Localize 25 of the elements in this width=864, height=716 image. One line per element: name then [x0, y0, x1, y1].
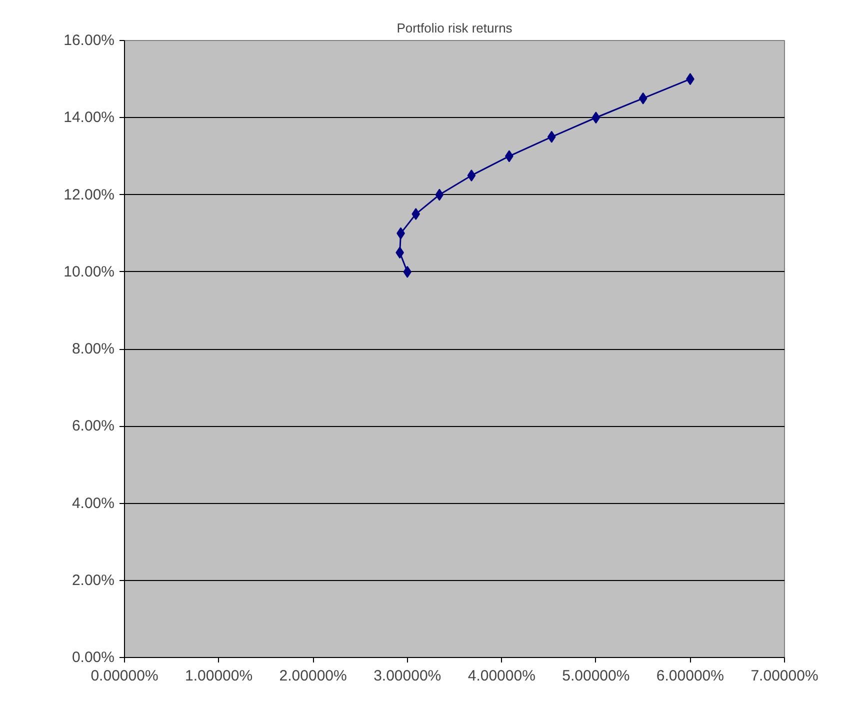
point [638, 92, 648, 104]
point [435, 188, 444, 201]
x-tick-label: 5.00000% [562, 668, 630, 684]
point [467, 169, 476, 182]
y-tick-label: 2.00% [72, 572, 115, 589]
x-tick-label: 7.00000% [750, 668, 818, 684]
y-tick-label: 6.00% [72, 418, 115, 435]
point [547, 130, 556, 143]
y-tick-label: 10.00% [64, 263, 114, 280]
y-tick-label: 0.00% [72, 649, 115, 666]
y-tick-label: 4.00% [72, 494, 115, 512]
x-tick-label: 1.00000% [185, 668, 253, 684]
y-tick-label: 8.00% [72, 340, 115, 358]
x-tick-label: 2.00000% [279, 668, 347, 684]
y-tick-label: 16.00% [64, 32, 114, 49]
x-tick-label: 6.00000% [656, 668, 724, 684]
y-tick-label: 12.00% [64, 186, 114, 204]
x-tick-label: 4.00000% [468, 668, 536, 684]
x-tick-label: 3.00000% [374, 668, 442, 684]
chart-title: Portfolio risk returns [396, 20, 513, 36]
point [412, 208, 420, 220]
x-tick-label: 0.00000% [90, 668, 158, 684]
y-tick-label: 14.00% [64, 109, 114, 126]
point [403, 266, 412, 278]
point [592, 112, 600, 124]
